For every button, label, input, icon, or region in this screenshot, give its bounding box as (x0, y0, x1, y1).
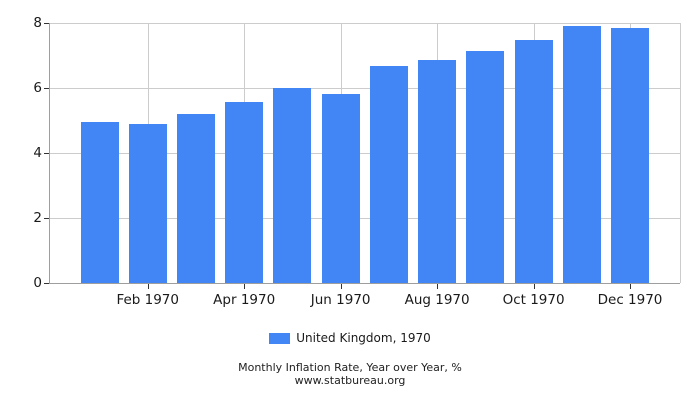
y-tick-mark-0 (44, 283, 49, 284)
y-tick-mark-4 (44, 153, 49, 154)
bar-oct-1970[interactable] (514, 39, 553, 283)
x-tick-mark-apr-1970 (244, 284, 246, 289)
x-tick-label-jun-1970: Jun 1970 (310, 292, 371, 308)
x-tick-mark-jun-1970 (340, 284, 342, 289)
gridline-y-6 (50, 88, 680, 89)
legend-label: United Kingdom, 1970 (296, 331, 431, 345)
bar-may-1970[interactable] (273, 87, 312, 283)
x-tick-label-aug-1970: Aug 1970 (404, 292, 470, 308)
plot-area (50, 23, 681, 283)
bar-sep-1970[interactable] (466, 50, 505, 283)
y-tick-label-0: 0 (33, 275, 42, 291)
y-tick-label-8: 8 (33, 15, 42, 31)
x-tick-label-oct-1970: Oct 1970 (502, 292, 565, 308)
x-tick-mark-feb-1970 (147, 284, 149, 289)
gridline-y-2 (50, 218, 680, 219)
chart-footer: Monthly Inflation Rate, Year over Year, … (0, 361, 700, 387)
y-axis-line (49, 23, 50, 284)
x-tick-label-dec-1970: Dec 1970 (597, 292, 663, 308)
plot-right-border (680, 23, 681, 283)
x-axis-line (49, 283, 680, 284)
y-tick-mark-6 (44, 88, 49, 89)
bar-aug-1970[interactable] (418, 60, 457, 283)
bar-nov-1970[interactable] (562, 26, 601, 283)
chart-title: Monthly Inflation Rate, Year over Year, … (238, 361, 462, 374)
x-tick-label-apr-1970: Apr 1970 (213, 292, 276, 308)
x-tick-label-feb-1970: Feb 1970 (116, 292, 179, 308)
bar-mar-1970[interactable] (176, 114, 215, 283)
bar-jul-1970[interactable] (369, 65, 408, 283)
bar-dec-1970[interactable] (611, 27, 650, 283)
bar-jan-1970[interactable] (80, 122, 119, 283)
x-tick-mark-oct-1970 (533, 284, 535, 289)
chart-source: www.statbureau.org (294, 374, 406, 387)
y-tick-mark-8 (44, 23, 49, 24)
bar-feb-1970[interactable] (128, 123, 167, 283)
y-tick-label-6: 6 (33, 80, 42, 96)
bar-jun-1970[interactable] (321, 93, 360, 283)
x-tick-mark-aug-1970 (437, 284, 439, 289)
legend: United Kingdom, 1970 (0, 331, 700, 345)
y-tick-label-2: 2 (33, 210, 42, 226)
y-tick-label-4: 4 (33, 145, 42, 161)
gridline-y-8 (50, 23, 680, 24)
gridline-y-4 (50, 153, 680, 154)
y-tick-mark-2 (44, 218, 49, 219)
legend-swatch (269, 332, 291, 344)
bar-apr-1970[interactable] (225, 102, 264, 283)
x-tick-mark-dec-1970 (630, 284, 632, 289)
